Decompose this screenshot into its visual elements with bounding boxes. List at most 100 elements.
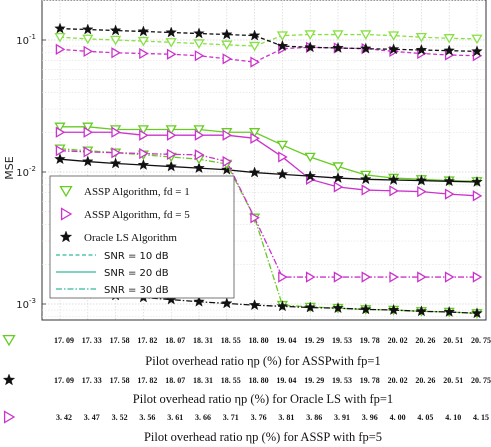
data-point xyxy=(221,28,233,40)
x-tick-label: 17. 09 xyxy=(54,336,74,345)
y-tick-label: 10-1 xyxy=(16,33,36,47)
data-point xyxy=(166,148,177,161)
data-point xyxy=(248,41,261,52)
x-tick-label: 17. 82 xyxy=(137,376,157,385)
legend-label: SNR = 20 dB xyxy=(104,268,169,279)
x-tick-label: 4. 05 xyxy=(417,413,433,422)
data-point xyxy=(333,181,344,193)
series-line xyxy=(60,131,478,197)
series-5 xyxy=(55,126,483,202)
data-point xyxy=(111,47,121,59)
x-tick-label: 3. 71 xyxy=(223,413,239,422)
data-point xyxy=(139,129,149,141)
data-point xyxy=(276,140,289,151)
x-tick-label: 3. 66 xyxy=(195,413,211,422)
data-point xyxy=(332,41,344,53)
x-axis-3: 3. 42 3. 47 3. 52 3. 56 3. 61 3. 66 3. 71 3. 76… xyxy=(3,410,489,444)
data-point xyxy=(82,155,94,167)
data-point xyxy=(361,271,372,283)
x-tick-label: 3. 61 xyxy=(167,413,183,422)
x-axis-marker xyxy=(3,410,16,424)
legend: ASSP Algorithm, fd = 1 ASSP Algorithm, fd… xyxy=(49,175,235,299)
data-point xyxy=(304,41,316,53)
data-point xyxy=(193,295,205,307)
legend-marker xyxy=(59,230,73,243)
x-tick-label: 3. 47 xyxy=(84,413,100,422)
x-tick-label: 17. 58 xyxy=(110,336,130,345)
data-point xyxy=(389,271,399,283)
data-point xyxy=(193,27,205,39)
x-tick-label: 4. 15 xyxy=(473,413,489,422)
data-point xyxy=(276,168,289,180)
legend-label: SNR = 30 dB xyxy=(104,285,169,296)
x-tick-label: 20. 26 xyxy=(415,336,435,345)
data-point xyxy=(221,297,233,309)
data-point xyxy=(415,174,428,186)
data-point xyxy=(443,34,455,44)
data-point xyxy=(276,39,289,51)
x-tick-label: 3. 81 xyxy=(278,413,294,422)
y-axis-label: MSE xyxy=(3,156,16,179)
data-point xyxy=(361,184,372,196)
y-tick-label: 10-3 xyxy=(16,297,36,311)
data-point xyxy=(471,34,483,45)
data-point xyxy=(387,31,400,41)
data-point xyxy=(55,145,66,157)
x-tick-label: 4. 10 xyxy=(445,413,461,422)
x-tick-label: 20. 26 xyxy=(415,376,435,385)
legend-marker xyxy=(59,185,73,198)
series-line xyxy=(59,158,478,183)
data-point xyxy=(165,26,177,38)
x-tick-label: 20. 51 xyxy=(443,376,463,385)
legend-item: SNR = 10 dB xyxy=(56,251,169,262)
data-point xyxy=(111,147,121,159)
series-line xyxy=(60,126,478,182)
data-point xyxy=(333,271,344,283)
data-point xyxy=(109,24,122,36)
data-point xyxy=(332,302,344,314)
x-tick-label: 20. 75 xyxy=(471,336,491,345)
legend-label: ASSP Algorithm, fd = 5 xyxy=(84,209,190,221)
data-point xyxy=(443,175,455,187)
data-point xyxy=(82,23,94,35)
data-point xyxy=(83,126,94,138)
y-axis-ticks: 10-3 10-2 10-1 xyxy=(16,33,46,311)
legend-marker xyxy=(60,207,73,221)
x-tick-label: 3. 96 xyxy=(362,413,378,422)
data-point xyxy=(387,173,400,185)
data-point xyxy=(165,38,177,48)
data-point xyxy=(137,36,150,47)
data-point xyxy=(248,299,261,311)
data-point xyxy=(443,305,455,317)
y-tick-label: 10-2 xyxy=(16,165,36,179)
data-point xyxy=(193,162,205,174)
data-point xyxy=(248,166,261,178)
legend-label: SNR = 10 dB xyxy=(104,251,169,262)
data-point xyxy=(304,301,316,313)
data-point xyxy=(83,146,94,158)
series-line xyxy=(59,150,477,278)
data-point xyxy=(305,271,316,283)
series-group xyxy=(54,22,483,319)
x-axis-1: 17. 09 17. 33 17. 58 17. 82 18. 07 18. 31 18. … xyxy=(2,334,491,368)
data-point xyxy=(194,50,205,62)
data-point xyxy=(276,31,289,41)
data-point xyxy=(444,188,455,200)
data-point xyxy=(417,185,427,198)
data-point xyxy=(415,43,428,55)
legend-item: SNR = 20 dB xyxy=(56,268,169,279)
data-point xyxy=(472,190,483,202)
data-point xyxy=(278,271,288,283)
data-point xyxy=(415,305,428,317)
x-axis-marker xyxy=(2,373,16,386)
data-point xyxy=(471,45,483,57)
x-axis-title: Pilot overhead ratio ηp (%) for ASSPwith… xyxy=(145,354,380,368)
data-point xyxy=(332,30,344,40)
data-point xyxy=(304,170,316,182)
data-point xyxy=(165,125,177,135)
data-point xyxy=(54,153,66,165)
data-point xyxy=(444,271,455,283)
data-point xyxy=(389,185,399,197)
data-point xyxy=(276,300,289,312)
x-axes: 17. 09 17. 33 17. 58 17. 82 18. 07 18. 31 18. … xyxy=(2,334,491,444)
